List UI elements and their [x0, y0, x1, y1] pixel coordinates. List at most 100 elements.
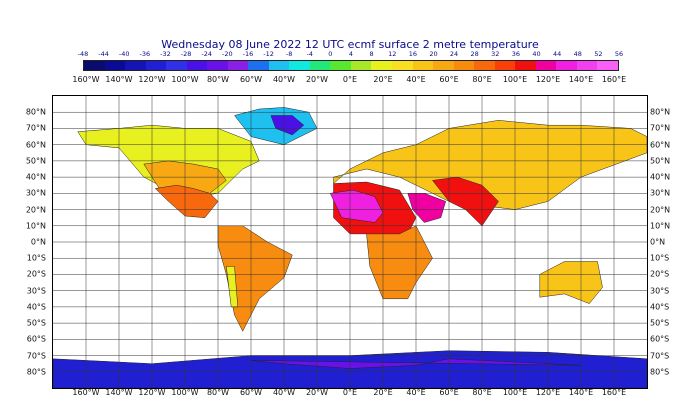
- legend-swatch: [576, 61, 598, 70]
- legend-swatch: [412, 61, 434, 70]
- legend-swatch: [330, 61, 351, 70]
- longitude-label: 20°E: [373, 75, 393, 84]
- legend-label: -40: [118, 50, 130, 58]
- legend-label: 32: [491, 50, 500, 58]
- legend-swatch: [453, 61, 475, 70]
- latitude-label: 40°N: [25, 172, 46, 182]
- legend-swatch: [535, 61, 557, 70]
- latitude-label: 60°N: [650, 140, 671, 150]
- longitude-labels-bottom: 160°W 140°W 120°W 100°W 80°W 60°W 40°W 20°W 0°E 2…: [0, 388, 700, 400]
- latitude-label: 10°N: [650, 221, 671, 231]
- latitude-labels-left: 80°N 70°N 60°N 50°N 40°N 30°N 20°N 10°N 0°N 10°S 2…: [0, 0, 50, 412]
- latitude-label: 30°S: [650, 286, 670, 296]
- longitude-label: 140°W: [105, 388, 133, 397]
- longitude-label: 20°W: [305, 388, 329, 397]
- longitude-label: 120°W: [138, 388, 166, 397]
- legend-label: -4: [306, 50, 314, 58]
- legend-label: 36: [511, 50, 521, 58]
- legend-swatch: [104, 61, 126, 70]
- latitude-label: 80°N: [25, 107, 46, 117]
- longitude-label: 140°E: [568, 388, 594, 397]
- longitude-label: 20°E: [373, 388, 393, 397]
- latitude-label: 50°N: [25, 156, 46, 166]
- longitude-label: 100°E: [502, 75, 528, 84]
- latitude-label: 20°S: [650, 269, 670, 279]
- temperature-region: [539, 261, 603, 304]
- legend-label: 40: [532, 50, 541, 58]
- legend-label: 56: [614, 50, 624, 58]
- latitude-label: 60°S: [26, 334, 46, 344]
- latitude-label: 0°N: [650, 237, 666, 247]
- legend-label: -16: [242, 50, 254, 58]
- latitude-label: 30°N: [650, 188, 671, 198]
- latitude-label: 40°S: [650, 302, 670, 312]
- longitude-label: 120°E: [535, 388, 561, 397]
- legend-label: -20: [221, 50, 233, 58]
- legend-label: -24: [201, 50, 212, 58]
- legend-label: 44: [553, 50, 562, 58]
- latitude-label: 30°N: [25, 188, 46, 198]
- longitude-label: 40°W: [272, 75, 296, 84]
- legend-label: -8: [285, 50, 293, 58]
- longitude-label: 40°E: [406, 75, 426, 84]
- longitude-label: 60°W: [239, 388, 263, 397]
- longitude-label: 40°E: [406, 388, 426, 397]
- legend-label: 12: [388, 50, 397, 58]
- color-legend: [83, 60, 619, 71]
- latitude-label: 80°N: [650, 107, 671, 117]
- latitude-label: 10°S: [26, 253, 46, 263]
- latitude-label: 70°N: [25, 123, 46, 133]
- legend-swatch: [556, 61, 577, 70]
- legend-swatch: [371, 61, 392, 70]
- longitude-label: 120°E: [535, 75, 561, 84]
- longitude-label: 80°W: [206, 388, 230, 397]
- longitude-label: 20°W: [305, 75, 329, 84]
- legend-swatch: [248, 61, 269, 70]
- latitude-label: 50°S: [650, 318, 670, 328]
- legend-label: 8: [369, 50, 374, 58]
- legend-label: -12: [263, 50, 274, 58]
- legend-swatch: [289, 61, 310, 70]
- latitude-label: 60°N: [25, 140, 46, 150]
- latitude-label: 70°S: [650, 351, 670, 361]
- legend-label: 28: [470, 50, 479, 58]
- legend-label: -28: [180, 50, 192, 58]
- legend-swatch: [145, 61, 167, 70]
- legend-swatch: [227, 61, 249, 70]
- legend-label: -32: [160, 50, 171, 58]
- longitude-label: 0°E: [342, 388, 358, 397]
- temperature-region: [270, 115, 305, 136]
- latitude-label: 70°N: [650, 123, 671, 133]
- legend-label: 48: [573, 50, 582, 58]
- latitude-label: 80°S: [26, 367, 46, 377]
- temperature-map: [52, 95, 648, 389]
- legend-swatch: [186, 61, 208, 70]
- legend-swatch: [597, 61, 618, 70]
- longitude-label: 160°E: [601, 388, 627, 397]
- latitude-label: 0°N: [30, 237, 46, 247]
- longitude-label: 120°W: [138, 75, 166, 84]
- longitude-label: 160°W: [72, 388, 100, 397]
- legend-swatch: [474, 61, 495, 70]
- legend-label: -44: [98, 50, 109, 58]
- longitude-label: 100°W: [171, 75, 199, 84]
- longitude-label: 80°E: [472, 75, 492, 84]
- legend-swatch: [125, 61, 146, 70]
- longitude-label: 140°W: [105, 75, 133, 84]
- latitude-label: 40°N: [650, 172, 671, 182]
- longitude-label: 60°W: [239, 75, 263, 84]
- latitude-label: 10°S: [650, 253, 670, 263]
- latitude-label: 20°N: [25, 205, 46, 215]
- legend-swatch: [207, 61, 228, 70]
- latitude-label: 20°N: [650, 205, 671, 215]
- latitude-label: 70°S: [26, 351, 46, 361]
- legend-label: -36: [139, 50, 151, 58]
- legend-label: -48: [77, 50, 89, 58]
- latitude-labels-right: 80°N 70°N 60°N 50°N 40°N 30°N 20°N 10°N 0°N 10°S 2…: [648, 0, 698, 412]
- latitude-label: 50°S: [26, 318, 46, 328]
- legend-swatch: [166, 61, 187, 70]
- longitude-label: 140°E: [568, 75, 594, 84]
- legend-label: 52: [594, 50, 603, 58]
- longitude-label: 80°W: [206, 75, 230, 84]
- legend-swatch: [515, 61, 536, 70]
